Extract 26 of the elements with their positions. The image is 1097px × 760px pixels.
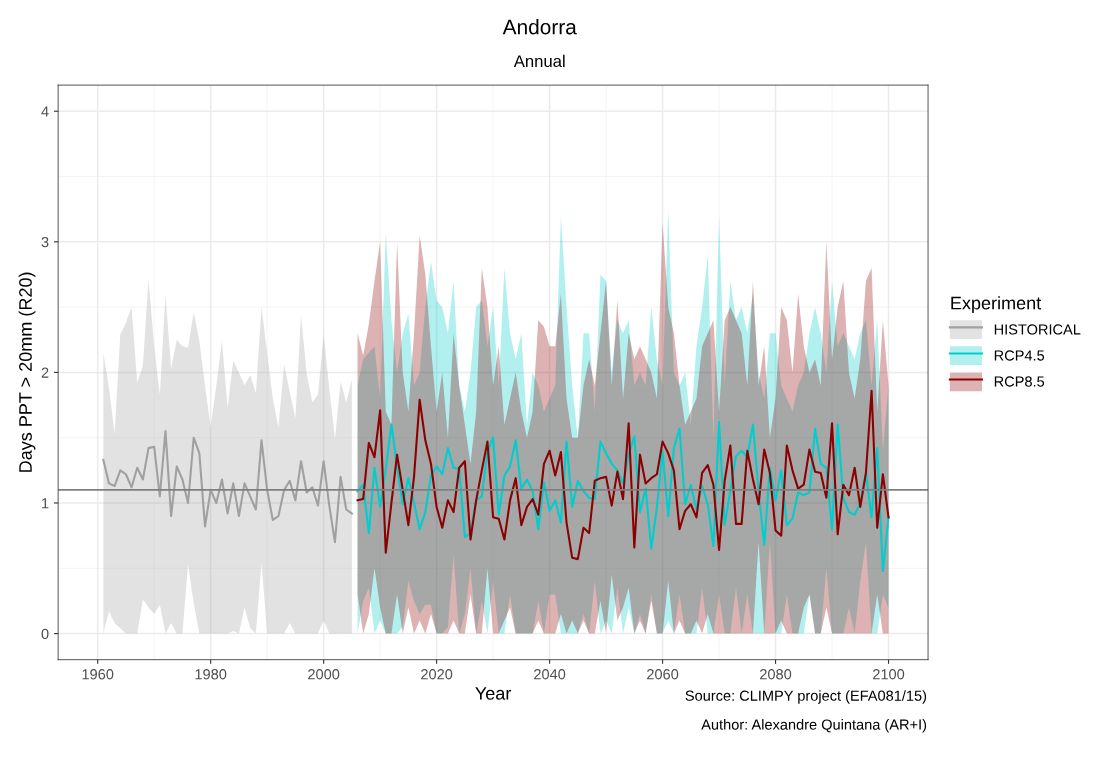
legend-title: Experiment (951, 296, 1042, 314)
x-tick-label: 1960 (82, 669, 114, 680)
y-axis-title: Days PPT > 20mm (R20) (18, 272, 36, 472)
x-tick-label: 1980 (195, 669, 227, 680)
legend-label: RCP4.5 (994, 350, 1045, 361)
line-series (102, 430, 353, 544)
chart-subtitle: Annual (513, 54, 565, 68)
x-tick-label: 2040 (534, 669, 566, 680)
legend-label: HISTORICAL (994, 324, 1081, 335)
x-tick-label: 2080 (760, 669, 792, 680)
chart-title: Andorra (502, 19, 577, 35)
y-tick-label: 3 (41, 236, 49, 248)
x-tick-label: 2020 (421, 669, 453, 680)
text: Author: Alexandre Quintana (AR+I) (701, 719, 927, 733)
y-tick-label: 4 (41, 106, 49, 117)
y-tick-label: 2 (41, 367, 49, 378)
line-series (356, 389, 890, 561)
line-series (356, 420, 890, 572)
y-tick-label: 0 (41, 628, 49, 639)
y-tick-label: 1 (42, 498, 49, 509)
x-tick-label: 2000 (308, 669, 340, 680)
source-note: Source: CLIMPY project (EFA081/15) (685, 690, 927, 704)
legend-label: RCP8.5 (994, 376, 1045, 387)
x-axis-title: Year (475, 687, 512, 700)
x-tick-label: 2100 (873, 669, 905, 680)
x-tick-label: 2060 (647, 669, 679, 680)
